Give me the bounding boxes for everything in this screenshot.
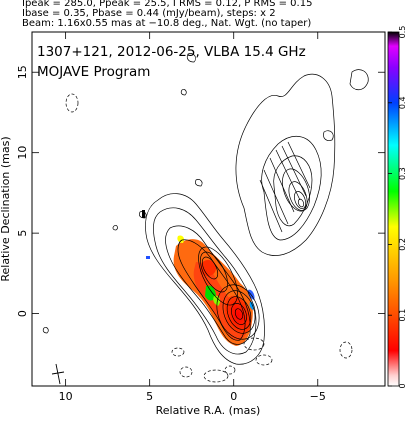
y-tick-label: 10	[16, 146, 29, 160]
chart-subtitle: MOJAVE Program	[37, 64, 150, 80]
total-intensity-contours	[42, 53, 369, 365]
colorbar-tick-label: 0.5	[398, 26, 407, 39]
header: Ipeak = 285.0, Ppeak = 25.5, I RMS = 0.1…	[0, 0, 409, 40]
plot-frame	[31, 31, 386, 387]
header-line-3: Beam: 1.16x0.55 mas at −10.8 deg., Nat. …	[22, 18, 312, 29]
y-tick-label: 0	[16, 310, 29, 317]
colorbar-axis: 0 0.1 0.2 0.3 0.4 0.5	[388, 26, 407, 389]
y-axis: 0 5 10 15	[16, 65, 385, 317]
negative-contours	[65, 93, 353, 383]
colorbar-tick-label: 0.2	[398, 238, 407, 251]
chart-title: 1307+121, 2012-06-25, VLBA 15.4 GHz	[37, 44, 306, 60]
header-line-2: Ibase = 0.35, Pbase = 0.44 (mJy/beam), s…	[22, 8, 276, 19]
x-tick-label: 0	[230, 390, 237, 403]
colormap-speck	[142, 210, 145, 218]
colorbar-tick-label: 0.3	[398, 167, 407, 180]
colorbar-tick-label: 0.4	[398, 96, 407, 109]
colorbar-tick-label: 0	[398, 383, 407, 388]
x-axis: 10 5 0 −5	[59, 32, 326, 403]
x-tick-label: 5	[146, 390, 153, 403]
colorbar	[387, 31, 400, 387]
colormap-speck	[146, 256, 150, 259]
y-tick-label: 5	[16, 230, 29, 237]
beam-marker	[51, 363, 65, 385]
colorbar-tick-label: 0.1	[398, 309, 407, 322]
x-tick-label: −5	[310, 390, 326, 403]
y-tick-label: 15	[16, 65, 29, 79]
y-axis-label: Relative Declination (mas)	[0, 136, 12, 281]
header-line-1: Ipeak = 285.0, Ppeak = 25.5, I RMS = 0.1…	[22, 0, 313, 9]
x-axis-label: Relative R.A. (mas)	[156, 404, 261, 417]
x-tick-label: 10	[59, 390, 73, 403]
